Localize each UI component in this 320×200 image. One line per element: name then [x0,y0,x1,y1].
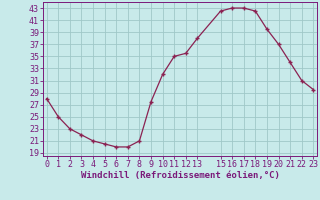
X-axis label: Windchill (Refroidissement éolien,°C): Windchill (Refroidissement éolien,°C) [81,171,279,180]
